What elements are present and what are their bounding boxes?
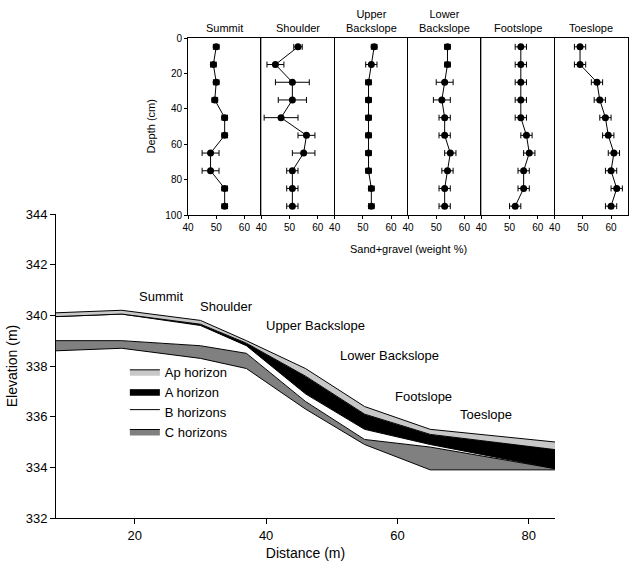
svg-text:A horizon: A horizon <box>165 385 219 400</box>
svg-text:60: 60 <box>459 222 471 233</box>
svg-text:50: 50 <box>577 222 589 233</box>
svg-text:40: 40 <box>259 528 273 543</box>
svg-text:100: 100 <box>165 210 182 221</box>
svg-text:Ap horizon: Ap horizon <box>165 365 227 380</box>
svg-text:UpperBackslope: UpperBackslope <box>346 8 397 34</box>
svg-text:332: 332 <box>26 511 48 526</box>
svg-text:Toeslope: Toeslope <box>569 22 613 34</box>
svg-text:40: 40 <box>171 103 183 114</box>
svg-text:60: 60 <box>606 222 618 233</box>
svg-text:40: 40 <box>256 222 268 233</box>
svg-text:0: 0 <box>176 33 182 44</box>
svg-text:40: 40 <box>182 222 194 233</box>
svg-text:344: 344 <box>26 207 48 222</box>
svg-text:20: 20 <box>171 68 183 79</box>
svg-text:40: 40 <box>329 222 341 233</box>
svg-text:336: 336 <box>26 409 48 424</box>
svg-text:342: 342 <box>26 257 48 272</box>
svg-text:80: 80 <box>171 174 183 185</box>
svg-text:334: 334 <box>26 460 48 475</box>
svg-text:80: 80 <box>522 528 536 543</box>
svg-text:Summit: Summit <box>139 289 183 304</box>
svg-text:50: 50 <box>284 222 296 233</box>
svg-text:60: 60 <box>390 528 404 543</box>
svg-text:40: 40 <box>549 222 561 233</box>
svg-text:60: 60 <box>312 222 324 233</box>
svg-text:40: 40 <box>476 222 488 233</box>
svg-text:20: 20 <box>128 528 142 543</box>
svg-text:C horizons: C horizons <box>165 425 228 440</box>
svg-text:50: 50 <box>504 222 516 233</box>
svg-text:Upper Backslope: Upper Backslope <box>266 318 365 333</box>
svg-text:Toeslope: Toeslope <box>460 407 512 422</box>
svg-text:Depth (cm): Depth (cm) <box>145 99 157 153</box>
svg-text:60: 60 <box>171 139 183 150</box>
svg-text:B horizons: B horizons <box>165 405 227 420</box>
svg-text:50: 50 <box>211 222 223 233</box>
svg-text:60: 60 <box>532 222 544 233</box>
svg-text:Distance (m): Distance (m) <box>266 545 345 561</box>
svg-text:Shoulder: Shoulder <box>200 299 253 314</box>
svg-text:60: 60 <box>239 222 251 233</box>
svg-text:340: 340 <box>26 308 48 323</box>
svg-text:LowerBackslope: LowerBackslope <box>419 8 470 34</box>
svg-text:Summit: Summit <box>206 22 243 34</box>
svg-text:Shoulder: Shoulder <box>276 22 320 34</box>
svg-text:338: 338 <box>26 359 48 374</box>
svg-text:Lower Backslope: Lower Backslope <box>340 348 439 363</box>
svg-text:40: 40 <box>402 222 414 233</box>
svg-text:Footslope: Footslope <box>494 22 542 34</box>
svg-text:Sand+gravel (weight %): Sand+gravel (weight %) <box>350 243 467 255</box>
svg-text:50: 50 <box>357 222 369 233</box>
svg-text:50: 50 <box>431 222 443 233</box>
svg-text:60: 60 <box>386 222 398 233</box>
svg-text:Elevation (m): Elevation (m) <box>4 325 20 407</box>
svg-text:Footslope: Footslope <box>395 389 452 404</box>
